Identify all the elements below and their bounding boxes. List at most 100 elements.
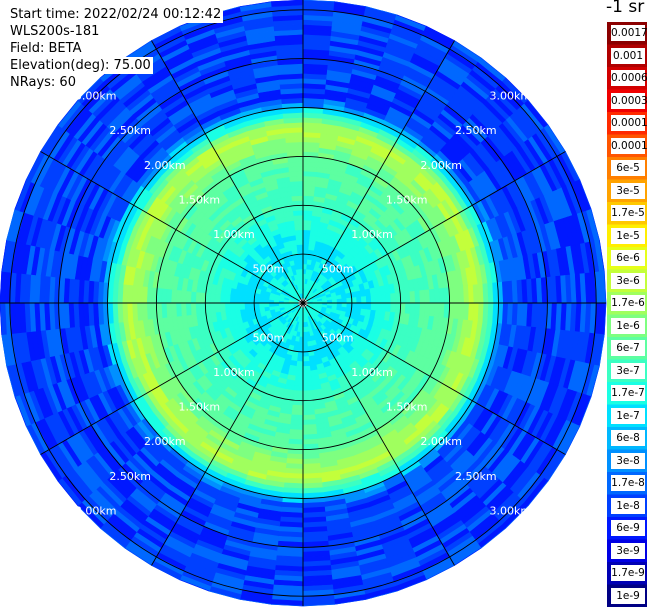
range-ring-label: 500m	[253, 332, 285, 345]
beta-cell	[234, 302, 241, 311]
beta-cell	[385, 302, 392, 313]
colorbar-tick-label: 3e-7	[611, 362, 645, 379]
beta-cell	[248, 297, 255, 304]
beta-cell	[365, 302, 372, 311]
beta-cell	[293, 380, 304, 387]
range-ring-label: 3.00km	[75, 90, 117, 103]
beta-cell	[229, 302, 236, 312]
beta-cell	[297, 346, 304, 353]
beta-cell	[380, 302, 387, 313]
colorbar-tick-label: 6e-8	[611, 430, 645, 447]
polar-grid	[0, 0, 606, 606]
beta-cell	[253, 302, 260, 309]
beta-cell	[224, 302, 231, 312]
range-ring-label: 1.50km	[386, 401, 428, 414]
beta-cell	[298, 263, 304, 270]
beta-cell	[370, 302, 377, 312]
beta-cell	[360, 296, 367, 304]
beta-cell	[295, 234, 304, 241]
colorbar-tick-label: 3e-5	[611, 182, 645, 199]
colorbar-tick-label: 6e-5	[611, 160, 645, 177]
beta-cell	[297, 248, 304, 255]
colorbar-tick-label: 0.0006	[611, 70, 647, 87]
beta-cell	[302, 234, 311, 241]
beta-cell	[302, 360, 310, 367]
beta-cell	[351, 302, 358, 309]
azimuth-spoke	[302, 302, 455, 566]
beta-cell	[297, 351, 304, 358]
colorbar-tick-label: 1e-7	[611, 407, 645, 424]
colorbar-tick-label: 0.0017	[611, 25, 647, 42]
beta-cell	[244, 302, 250, 310]
start-time: Start time: 2022/02/24 00:12:42	[10, 6, 224, 23]
beta-cell	[302, 229, 312, 236]
beta-cell	[290, 190, 304, 197]
beta-cell	[258, 302, 265, 308]
azimuth-spoke	[151, 40, 304, 304]
range-ring-labels: 500m 500m 500m 500m 1.00km 1.00km 1.00km 1.00km…	[75, 90, 531, 518]
range-ring-label: 1.00km	[213, 366, 255, 379]
beta-cell	[224, 294, 231, 304]
beta-cell	[290, 409, 304, 416]
range-ring-label: 2.50km	[109, 124, 151, 137]
beta-cell	[346, 302, 353, 309]
colorbar-tick-label: 6e-7	[611, 340, 645, 357]
beta-cell	[302, 253, 309, 260]
range-ring-label: 2.50km	[455, 124, 497, 137]
colorbar-tick-label: 0.001	[611, 47, 645, 64]
beta-cell	[268, 302, 275, 307]
beta-cell	[190, 302, 197, 316]
beta-cell	[380, 293, 387, 304]
beta-cell	[296, 360, 304, 367]
colorbar-tick-label: 0.0003	[611, 92, 647, 109]
beta-cell	[295, 365, 304, 372]
range-ring-label: 1.50km	[179, 193, 221, 206]
beta-cell	[302, 244, 310, 250]
beta-cell	[263, 302, 270, 308]
range-ring-label: 1.00km	[213, 228, 255, 241]
colorbar-tick-label: 1.7e-9	[611, 565, 645, 582]
beta-cell	[239, 296, 246, 304]
beta-cell	[409, 302, 416, 316]
beta-cell	[302, 190, 316, 197]
elevation: Elevation(deg): 75.00	[10, 57, 153, 74]
colorbar-tick-label: 6e-6	[611, 250, 645, 267]
range-ring-label: 2.00km	[144, 435, 186, 448]
beta-cell	[299, 273, 304, 280]
beta-cell	[270, 0, 304, 7]
beta-cell	[296, 356, 304, 362]
beta-cell	[302, 248, 309, 255]
beta-cell	[239, 302, 246, 310]
beta-cell	[0, 302, 2, 335]
beta-cell	[248, 302, 255, 309]
range-ring-label: 500m	[322, 332, 354, 345]
beta-cell	[326, 299, 333, 304]
colorbar-tick-label: 6e-9	[611, 520, 645, 537]
colorbar-tick-label: 1.7e-5	[611, 205, 645, 222]
range-ring-label: 2.00km	[420, 159, 462, 172]
beta-cell	[302, 239, 310, 246]
range-ring-label: 500m	[322, 262, 354, 275]
ppi-plot: 500m 500m 500m 500m 1.00km 1.00km 1.00km 1.00km…	[0, 0, 607, 607]
colorbar-title: -1 sr	[606, 0, 645, 17]
beta-cell	[302, 356, 310, 362]
beta-cell	[302, 351, 309, 358]
beta-cell	[302, 385, 313, 392]
beta-cell	[0, 302, 7, 336]
beta-cell	[214, 293, 221, 304]
range-ring-label: 1.50km	[386, 193, 428, 206]
range-ring-label: 1.00km	[351, 366, 393, 379]
beta-cell	[336, 298, 343, 304]
beta-cell	[385, 293, 392, 304]
beta-cell	[302, 409, 316, 416]
beta-cell	[302, 370, 312, 377]
beta-cell	[409, 290, 416, 304]
beta-cell	[302, 214, 313, 221]
beta-cell	[214, 302, 221, 313]
beta-cell	[302, 346, 309, 353]
beta-cell	[341, 298, 348, 304]
range-ring-label: 2.00km	[420, 435, 462, 448]
colorbar-tick-label: 3e-9	[611, 542, 645, 559]
scan-info: Start time: 2022/02/24 00:12:42 WLS200s-…	[10, 6, 224, 91]
range-ring-label: 3.00km	[75, 504, 117, 517]
